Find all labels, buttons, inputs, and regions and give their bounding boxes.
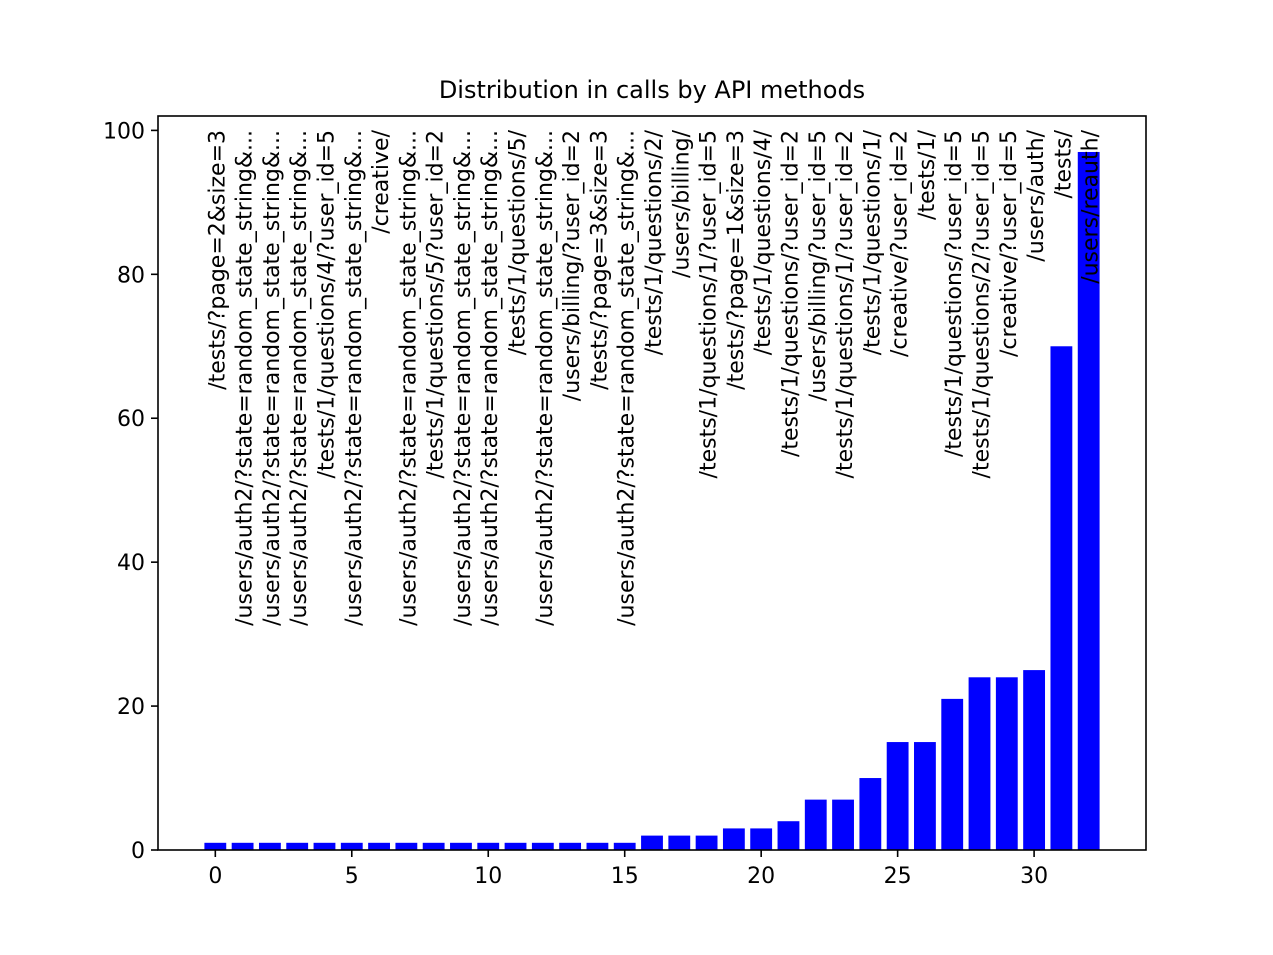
bar — [340, 842, 363, 850]
bar — [477, 842, 500, 850]
bar-label: /users/auth2/?state=random_state_string&… — [342, 130, 367, 626]
bar — [531, 842, 554, 850]
bar — [1023, 670, 1046, 850]
bar-label: /tests/1/ — [915, 129, 940, 220]
bar — [995, 677, 1018, 850]
bar-label: /tests/1/questions/2/?user_id=5 — [970, 130, 995, 478]
bar — [668, 835, 691, 850]
bar — [450, 842, 472, 850]
bar — [886, 742, 909, 850]
bar-label: /tests/1/questions/1/?user_id=2 — [833, 130, 858, 478]
bar — [722, 828, 745, 850]
bar — [559, 842, 582, 850]
bar — [968, 677, 991, 850]
bar-label: /tests/1/questions/1/?user_id=5 — [697, 130, 722, 478]
bar-label: /users/billing/?user_id=5 — [806, 130, 831, 401]
bar — [804, 799, 827, 850]
y-tick-label: 60 — [117, 407, 145, 432]
bar-label: /creative/ — [369, 129, 394, 233]
bar-label: /tests/1/questions/?user_id=5 — [942, 130, 967, 457]
y-tick-label: 100 — [103, 119, 145, 144]
bar — [313, 842, 336, 850]
x-tick-label: 25 — [884, 864, 912, 889]
bar — [777, 821, 800, 850]
bar — [286, 842, 309, 850]
bar-label: /users/reauth/ — [1079, 129, 1104, 283]
bar — [586, 842, 609, 850]
y-tick-label: 0 — [131, 839, 145, 864]
bar — [859, 778, 882, 850]
bar-label: /users/auth2/?state=random_state_string&… — [478, 130, 503, 626]
bar-label: /tests/1/questions/4/?user_id=5 — [314, 130, 339, 478]
bar-label: /users/auth/ — [1024, 129, 1049, 261]
bar-label: /users/auth2/?state=random_state_string&… — [615, 130, 640, 626]
bar-label: /tests/1/questions/2/ — [642, 129, 667, 355]
bar — [1050, 346, 1073, 850]
bar-label: /users/auth2/?state=random_state_string&… — [396, 130, 421, 626]
bar-label: /users/auth2/?state=random_state_string&… — [287, 130, 312, 626]
y-tick-label: 80 — [117, 263, 145, 288]
bar — [914, 742, 936, 850]
bar — [204, 842, 227, 850]
bar-label: /users/auth2/?state=random_state_string&… — [533, 130, 558, 626]
bar-label: /tests/?page=3&size=3 — [587, 130, 612, 390]
x-tick-label: 20 — [747, 864, 775, 889]
bar — [504, 842, 527, 850]
axes-layer: 0 5 10 15 20 25 30 0 20 40 60 80 100 — [103, 115, 1147, 889]
bar — [258, 842, 281, 850]
bars-layer — [204, 151, 1100, 850]
x-tick-label: 15 — [611, 864, 639, 889]
bar-label: /users/auth2/?state=random_state_string&… — [233, 130, 258, 626]
bar-label: /tests/1/questions/4/ — [751, 129, 776, 355]
bar-label: /creative/?user_id=2 — [888, 130, 913, 357]
bar — [941, 698, 964, 850]
bar-label: /tests/1/questions/1/ — [860, 129, 885, 355]
bar-label: /tests/?page=2&size=3 — [205, 130, 230, 390]
plot-frame — [157, 115, 1147, 851]
bar-label: /users/billing/?user_id=2 — [560, 130, 585, 401]
bar — [832, 799, 854, 850]
y-tick-label: 20 — [117, 695, 145, 720]
bar — [1077, 151, 1100, 850]
bar-label: /tests/1/questions/?user_id=2 — [778, 130, 803, 457]
bar — [231, 842, 254, 850]
x-tick-label: 30 — [1020, 864, 1048, 889]
chart-title: Distribution in calls by API methods — [439, 76, 865, 104]
x-tick-label: 5 — [345, 864, 359, 889]
bar — [750, 828, 773, 850]
bar — [613, 842, 636, 850]
x-tick-label: 0 — [208, 864, 222, 889]
bar-label: /tests/1/questions/5/?user_id=2 — [424, 130, 449, 478]
bar — [395, 842, 418, 850]
bar — [368, 842, 390, 850]
bar — [695, 835, 718, 850]
bar-label: /tests/?page=1&size=3 — [724, 130, 749, 390]
bar — [422, 842, 445, 850]
bar-label: /users/billing/ — [669, 129, 694, 278]
bar — [641, 835, 663, 850]
bar-label: /creative/?user_id=5 — [997, 130, 1022, 357]
bar-label: /tests/ — [1051, 129, 1076, 198]
bar-label: /tests/1/questions/5/ — [506, 129, 531, 355]
bar-labels-layer: /tests/?page=2&size=3/users/auth2/?state… — [205, 129, 1103, 625]
y-tick-label: 40 — [117, 551, 145, 576]
x-tick-label: 10 — [474, 864, 502, 889]
bar-label: /users/auth2/?state=random_state_string&… — [451, 130, 476, 626]
bar-label: /users/auth2/?state=random_state_string&… — [260, 130, 285, 626]
